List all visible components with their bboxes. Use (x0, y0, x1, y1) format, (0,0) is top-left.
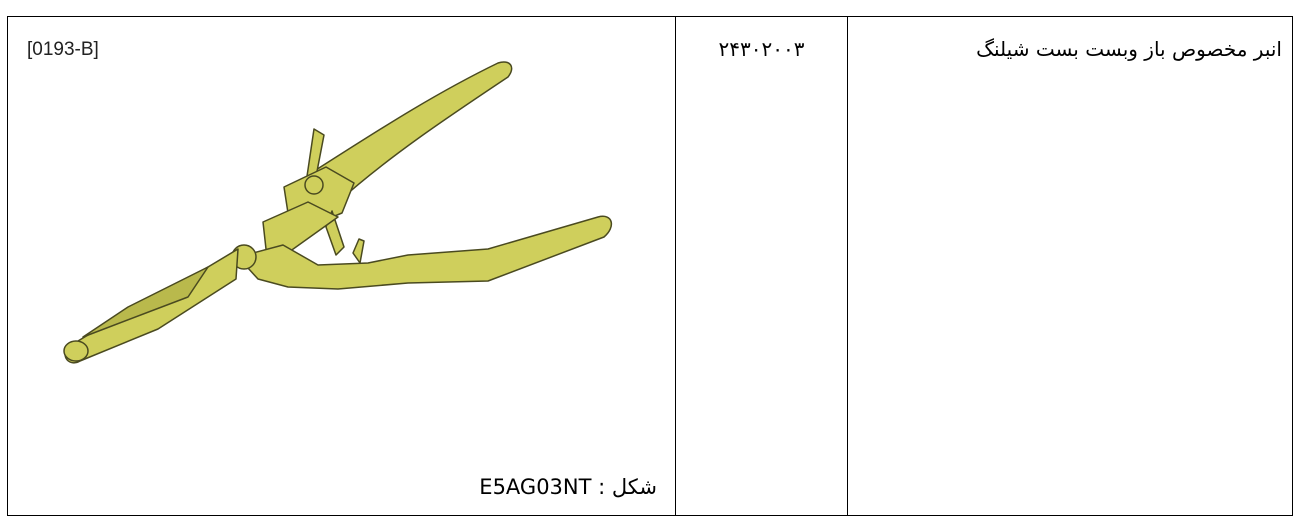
tool-name-cell: انبر مخصوص باز وبست بست شیلنگ (847, 16, 1293, 516)
part-number-cell: ۲۴۳۰۲۰۰۳ (675, 16, 848, 516)
page: [0193-B] شکل : E5AG03NT ۲۴۳۰۲۰۰۳ انبر مخ… (7, 16, 1293, 516)
tool-name: انبر مخصوص باز وبست بست شیلنگ (976, 37, 1282, 61)
image-cell: [0193-B] شکل : E5AG03NT (7, 16, 676, 516)
pliers-illustration (63, 61, 613, 364)
figure-label: [0193-B] (27, 39, 99, 60)
part-number: ۲۴۳۰۲۰۰۳ (718, 37, 805, 61)
figure-caption: شکل : E5AG03NT (479, 475, 657, 499)
